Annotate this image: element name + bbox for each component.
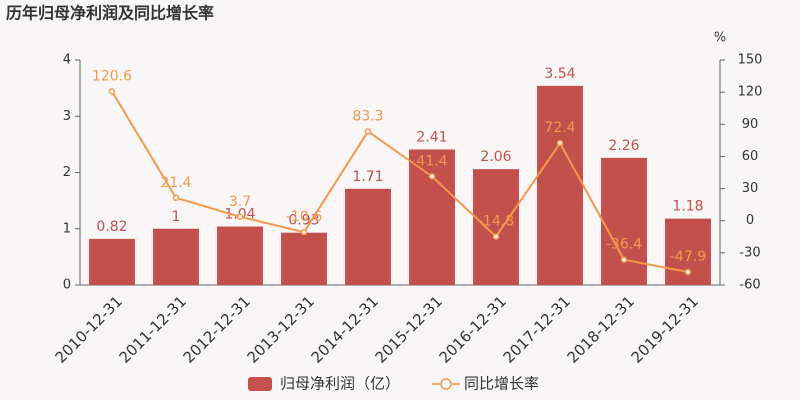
- y2-tick-label: 0: [746, 213, 754, 228]
- chart-title: 历年归母净利润及同比增长率: [6, 4, 214, 23]
- bar-value-label: 1.18: [672, 199, 703, 215]
- line-value-label: -36.4: [606, 237, 642, 253]
- bar-value-label: 0.93: [288, 213, 319, 229]
- x-tick-label: 2014-12-31: [308, 292, 382, 366]
- line-point: [300, 228, 308, 236]
- y-tick-label: 2: [63, 165, 71, 180]
- y2-tick-label: 30: [742, 181, 759, 196]
- line-point: [684, 268, 692, 276]
- bar-value-label: 1: [172, 209, 181, 225]
- bar: [89, 238, 135, 285]
- line-value-label: 120.6: [92, 69, 132, 85]
- bar-value-label: 1.71: [352, 169, 383, 185]
- y2-tick-label: 150: [738, 53, 763, 68]
- bar-value-label: 3.54: [544, 66, 575, 82]
- x-tick-label: 2010-12-31: [52, 292, 126, 366]
- line-point: [236, 213, 244, 220]
- bar: [537, 85, 583, 285]
- legend-swatch: [440, 378, 452, 390]
- line-point: [428, 173, 436, 180]
- bar-value-label: 0.82: [96, 219, 127, 235]
- x-tick-label: 2012-12-31: [180, 292, 254, 366]
- line-point: [108, 88, 116, 95]
- line-value-label: 41.4: [416, 153, 447, 169]
- line-value-label: -14.8: [478, 214, 514, 230]
- line-point: [620, 256, 628, 263]
- y2-tick-label: -30: [739, 245, 760, 260]
- y2-tick-label: 120: [738, 85, 763, 100]
- line-value-label: 3.7: [229, 194, 251, 210]
- bar: [409, 149, 455, 285]
- bar: [153, 228, 199, 285]
- legend-label: 同比增长率: [464, 375, 539, 393]
- bar: [281, 232, 327, 285]
- line-value-label: 72.4: [544, 120, 575, 136]
- line-value-label: -47.9: [670, 249, 706, 265]
- line-point: [556, 139, 564, 147]
- y2-tick-label: -60: [739, 278, 760, 293]
- y-tick-label: 4: [63, 53, 71, 68]
- bar: [601, 157, 647, 285]
- bar-value-label: 2.26: [608, 138, 639, 154]
- y-tick-label: 0: [63, 278, 71, 293]
- x-tick-label: 2018-12-31: [564, 292, 638, 366]
- x-tick-label: 2017-12-31: [500, 292, 574, 366]
- bar-value-label: 2.41: [416, 129, 447, 145]
- x-tick-label: 2016-12-31: [436, 292, 510, 366]
- y-tick-label: 3: [63, 109, 71, 124]
- line-value-label: 83.3: [352, 108, 383, 124]
- y2-tick-label: 60: [742, 149, 759, 164]
- y2-axis-label: %: [714, 31, 726, 46]
- bar: [473, 169, 519, 285]
- y-tick-label: 1: [63, 221, 71, 236]
- line: [111, 90, 689, 274]
- bar-value-label: 2.06: [480, 149, 511, 165]
- line-value-label: 21.4: [160, 175, 191, 191]
- line-point: [364, 128, 372, 135]
- line-point: [492, 233, 500, 240]
- line-value-label: -10.6: [286, 209, 322, 225]
- x-tick-label: 2019-12-31: [628, 292, 702, 366]
- legend-swatch: [248, 377, 272, 391]
- x-tick-label: 2011-12-31: [116, 292, 190, 366]
- bar: [345, 188, 391, 285]
- line-point: [172, 194, 180, 202]
- legend-label: 归母净利润（亿）: [280, 375, 400, 393]
- y2-tick-label: 90: [742, 117, 759, 132]
- x-tick-label: 2015-12-31: [372, 292, 446, 366]
- x-tick-label: 2013-12-31: [244, 292, 318, 366]
- bar: [217, 226, 263, 285]
